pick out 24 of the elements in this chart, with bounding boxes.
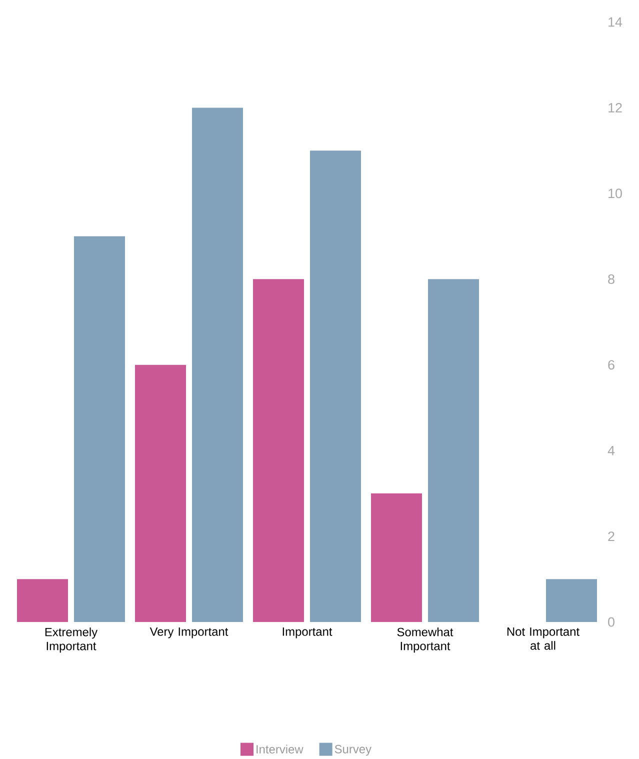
y-tick-label: 10 bbox=[608, 188, 622, 198]
legend-label: Survey bbox=[334, 744, 372, 756]
bar bbox=[371, 493, 422, 622]
bar bbox=[192, 108, 244, 622]
x-tick-label: Extremely Important bbox=[45, 628, 98, 653]
x-tick-label: Important bbox=[282, 628, 332, 638]
bar bbox=[428, 279, 480, 622]
y-tick-label: 4 bbox=[608, 446, 615, 456]
bar bbox=[253, 279, 304, 622]
x-tick-label: Not Important at all bbox=[507, 628, 580, 650]
bar bbox=[135, 364, 186, 622]
y-tick-label: 14 bbox=[608, 17, 622, 27]
bar bbox=[310, 150, 362, 622]
legend-label: Interview bbox=[256, 744, 304, 754]
bar bbox=[546, 579, 598, 622]
y-tick-label: 12 bbox=[608, 103, 622, 112]
y-tick-label: 6 bbox=[608, 360, 614, 370]
bar bbox=[17, 579, 68, 622]
y-tick-label: 0 bbox=[608, 617, 614, 627]
y-tick-label: 2 bbox=[608, 532, 614, 541]
x-tick-label: Very Important bbox=[150, 628, 228, 638]
bar bbox=[74, 236, 126, 622]
x-tick-label: Somewhat Important bbox=[397, 628, 454, 653]
y-tick-label: 8 bbox=[608, 274, 614, 284]
